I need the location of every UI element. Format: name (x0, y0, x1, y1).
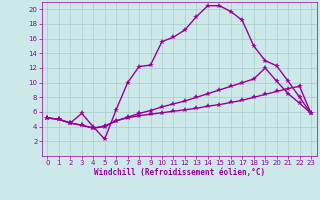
X-axis label: Windchill (Refroidissement éolien,°C): Windchill (Refroidissement éolien,°C) (94, 168, 265, 177)
